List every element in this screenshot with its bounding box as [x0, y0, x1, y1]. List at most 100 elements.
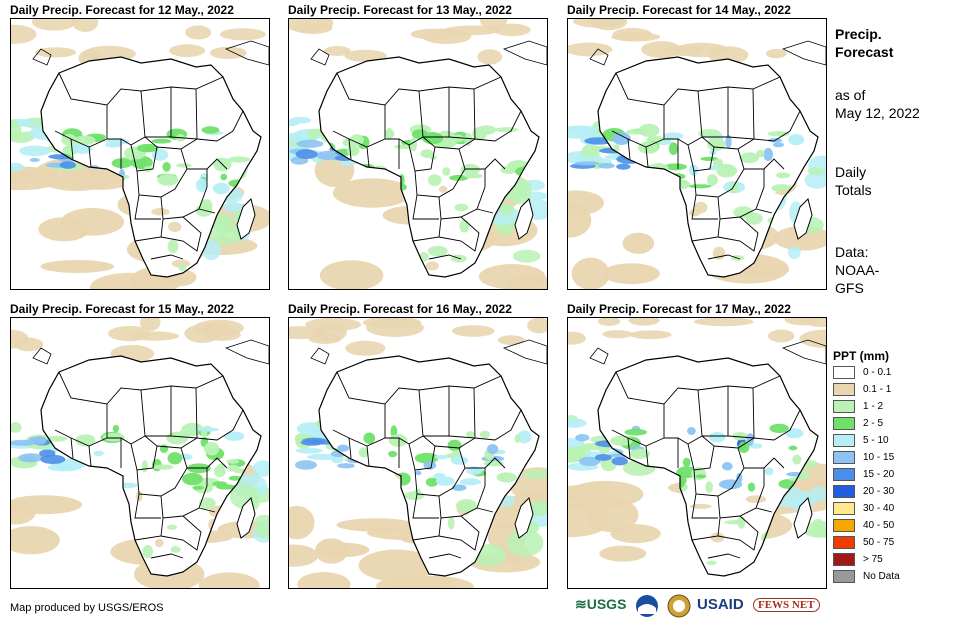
legend-label: > 75	[863, 554, 883, 565]
legend-label: 30 - 40	[863, 503, 895, 514]
mideast-outline	[502, 40, 547, 66]
iberia-outline	[32, 48, 52, 66]
doi-seal	[667, 594, 691, 618]
legend-item: 15 - 20	[833, 467, 953, 484]
africa-map-svg	[568, 19, 826, 289]
legend-label: 15 - 20	[863, 469, 895, 480]
map-credit: Map produced by USGS/EROS	[10, 602, 164, 614]
iberia-outline	[310, 48, 330, 66]
continent-fill	[319, 57, 539, 277]
precip-legend: PPT (mm) 0 - 0.1 0.1 - 1 1 - 2 2 - 5 5 - 10 1…	[833, 347, 953, 586]
mideast-outline	[224, 339, 269, 365]
legend-label: 1 - 2	[863, 401, 884, 412]
panel-title: Daily Precip. Forecast for 15 May., 2022	[10, 302, 234, 316]
usgs-logo: ≋USGS	[575, 596, 627, 612]
legend-label: 50 - 75	[863, 537, 895, 548]
panel-title: Daily Precip. Forecast for 13 May., 2022	[288, 3, 512, 17]
continent-fill	[598, 57, 818, 277]
legend-item: > 75	[833, 552, 953, 569]
africa-map-svg	[289, 19, 547, 289]
legend-item: No Data	[833, 569, 953, 586]
forecast-panel-day5: Daily Precip. Forecast for 16 May., 2022	[288, 301, 568, 593]
legend-swatch	[833, 366, 855, 379]
legend-swatch	[833, 417, 855, 430]
precip-map	[567, 317, 827, 589]
legend-swatch	[833, 468, 855, 481]
as-of-label: as of	[835, 87, 866, 103]
legend-label: 0 - 0.1	[863, 367, 892, 378]
noaa-logo	[636, 595, 658, 617]
legend-item: 10 - 15	[833, 450, 953, 467]
madagascar-outline	[236, 198, 256, 240]
coastline	[40, 355, 262, 577]
coastline	[318, 355, 540, 577]
side-title-line2: Forecast	[835, 44, 894, 60]
forecast-panel-day2: Daily Precip. Forecast for 13 May., 2022	[288, 2, 568, 294]
legend-swatch	[833, 536, 855, 549]
side-title: Precip. Forecast	[835, 25, 893, 61]
country-borders	[54, 371, 244, 559]
forecast-panel-day3: Daily Precip. Forecast for 14 May., 2022	[567, 2, 847, 294]
madagascar-outline	[793, 198, 813, 240]
coastline	[597, 355, 819, 577]
panel-title: Daily Precip. Forecast for 14 May., 2022	[567, 3, 791, 17]
legend-swatch	[833, 519, 855, 532]
legend-item: 1 - 2	[833, 399, 953, 416]
madagascar-outline	[793, 497, 813, 539]
legend-swatch	[833, 400, 855, 413]
legend-swatch	[833, 553, 855, 566]
precip-map	[567, 18, 827, 290]
continent-fill	[598, 356, 818, 576]
mideast-outline	[224, 40, 269, 66]
legend-item: 20 - 30	[833, 484, 953, 501]
legend-rows: 0 - 0.1 0.1 - 1 1 - 2 2 - 5 5 - 10 10 - 15 15 …	[833, 365, 953, 586]
madagascar-outline	[514, 198, 534, 240]
legend-label: 2 - 5	[863, 418, 884, 429]
legend-item: 0 - 0.1	[833, 365, 953, 382]
continent-fill	[41, 57, 261, 277]
as-of-value: May 12, 2022	[835, 105, 920, 121]
madagascar-outline	[236, 497, 256, 539]
mideast-outline	[781, 40, 826, 66]
mideast-outline	[502, 339, 547, 365]
legend-swatch	[833, 434, 855, 447]
totals-label: Daily Totals	[835, 163, 872, 199]
data-source: Data: NOAA- GFS	[835, 243, 879, 297]
legend-swatch	[833, 570, 855, 583]
africa-map-svg	[11, 318, 269, 588]
iberia-outline	[589, 347, 609, 365]
fewsnet-logo: FEWS NET	[753, 598, 820, 612]
panel-title: Daily Precip. Forecast for 12 May., 2022	[10, 3, 234, 17]
forecast-panel-day4: Daily Precip. Forecast for 15 May., 2022	[10, 301, 290, 593]
iberia-outline	[32, 347, 52, 365]
legend-swatch	[833, 485, 855, 498]
country-borders	[611, 371, 801, 559]
africa-map-svg	[11, 19, 269, 289]
panel-title: Daily Precip. Forecast for 17 May., 2022	[567, 302, 791, 316]
legend-label: 10 - 15	[863, 452, 895, 463]
legend-item: 5 - 10	[833, 433, 953, 450]
data-source-line3: GFS	[835, 280, 864, 296]
legend-label: 20 - 30	[863, 486, 895, 497]
legend-title: PPT (mm)	[833, 349, 890, 363]
precip-map	[10, 18, 270, 290]
legend-item: 0.1 - 1	[833, 382, 953, 399]
country-borders	[54, 72, 244, 260]
legend-label: 0.1 - 1	[863, 384, 892, 395]
iberia-outline	[310, 347, 330, 365]
legend-swatch	[833, 383, 855, 396]
data-source-line2: NOAA-	[835, 262, 880, 278]
legend-swatch	[833, 502, 855, 515]
totals-line1: Daily	[835, 164, 867, 180]
legend-item: 30 - 40	[833, 501, 953, 518]
usaid-logo: USAID	[697, 596, 744, 613]
legend-swatch	[833, 451, 855, 464]
precip-map	[288, 18, 548, 290]
coastline	[40, 56, 262, 278]
iberia-outline	[589, 48, 609, 66]
mideast-outline	[781, 339, 826, 365]
continent-fill	[41, 356, 261, 576]
legend-label: 5 - 10	[863, 435, 889, 446]
precip-map	[10, 317, 270, 589]
forecast-panel-day1: Daily Precip. Forecast for 12 May., 2022	[10, 2, 290, 294]
